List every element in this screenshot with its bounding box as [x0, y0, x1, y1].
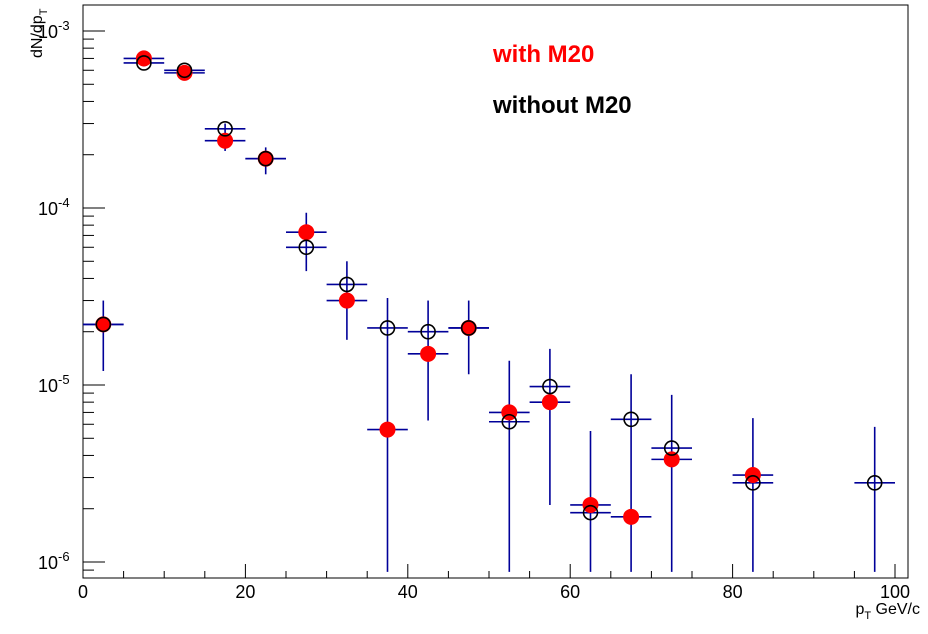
point-without-m20 — [663, 440, 680, 456]
point-with-m20 — [663, 451, 680, 468]
point-with-m20 — [744, 467, 761, 484]
legend-without-m20: without M20 — [492, 92, 632, 119]
point-with-m20 — [379, 421, 396, 438]
x-tick-label: 40 — [398, 582, 418, 602]
point-without-m20 — [257, 150, 274, 167]
y-tick-label: 10-6 — [38, 549, 70, 573]
point-with-m20 — [541, 394, 558, 411]
point-with-m20 — [217, 132, 234, 149]
point-without-m20 — [379, 320, 396, 336]
y-tick-label: 10-5 — [38, 372, 70, 396]
x-tick-label: 20 — [235, 582, 255, 602]
plot-frame — [82, 4, 909, 579]
point-without-m20 — [339, 276, 355, 293]
point-without-m20 — [866, 475, 883, 491]
point-with-m20 — [135, 50, 152, 67]
point-without-m20 — [501, 413, 518, 430]
point-without-m20 — [95, 316, 112, 333]
point-without-m20 — [745, 475, 761, 491]
point-without-m20 — [298, 239, 315, 256]
point-with-m20 — [338, 292, 355, 309]
point-without-m20 — [420, 323, 436, 340]
point-without-m20 — [136, 55, 152, 71]
data-markers — [95, 50, 883, 525]
x-tick-label: 80 — [723, 582, 743, 602]
y-axis-label: dN/dpT — [29, 8, 50, 58]
x-tick-label: 0 — [78, 582, 88, 602]
point-with-m20 — [176, 64, 193, 81]
legend-with-m20: with M20 — [492, 41, 594, 68]
point-without-m20 — [176, 62, 193, 79]
y-tick-label: 10-4 — [38, 195, 70, 219]
x-axis-label: pT GeV/c — [855, 601, 920, 622]
point-with-m20 — [623, 508, 640, 525]
x-tick-label: 100 — [880, 582, 910, 602]
y-tick-labels: 10-3 10-4 10-5 10-6 — [38, 18, 70, 573]
point-without-m20 — [542, 378, 558, 395]
point-without-m20 — [623, 411, 639, 428]
point-without-m20 — [460, 320, 477, 336]
y-tick-label: 10-3 — [38, 18, 70, 42]
error-bars — [83, 54, 895, 572]
point-without-m20 — [217, 121, 233, 137]
point-with-m20 — [298, 224, 315, 241]
x-tick-labels: 0 20 40 60 80 100 — [78, 582, 910, 602]
axis-ticks — [82, 30, 896, 578]
point-with-m20 — [420, 345, 437, 362]
point-without-m20 — [582, 504, 599, 521]
x-tick-label: 60 — [560, 582, 580, 602]
